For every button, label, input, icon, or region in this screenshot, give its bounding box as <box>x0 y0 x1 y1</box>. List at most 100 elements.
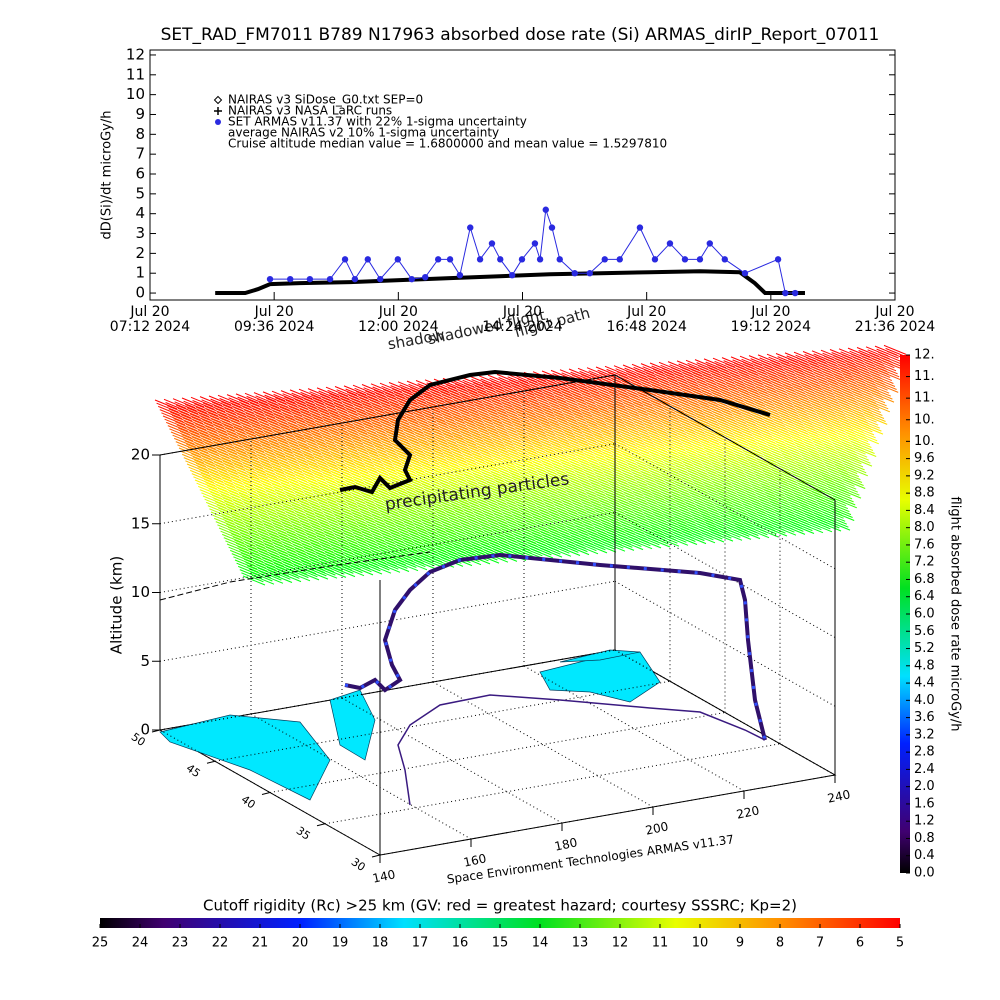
x-tick-label: Jul 20 12:00 2024 <box>358 304 439 335</box>
rigidity-mesh <box>154 344 910 586</box>
measurement-point <box>434 256 442 263</box>
rigidity-tick-label: 11 <box>652 936 669 951</box>
altitude-projection <box>159 551 431 601</box>
x-tick-label: Jul 20 21:36 2024 <box>854 304 936 335</box>
rigidity-mesh-row <box>212 460 865 525</box>
measurement-point <box>446 256 454 263</box>
legend-marker <box>214 107 222 115</box>
rigidity-tick-label: 6 <box>856 936 864 951</box>
lat-tick-label: 35 <box>294 824 313 843</box>
rigidity-tick-label: 21 <box>252 936 269 951</box>
rigidity-tick-label: 5 <box>896 936 904 951</box>
rigidity-mesh-row <box>206 447 877 512</box>
y-tick-label: 4 <box>135 204 145 222</box>
rigidity-tick-label: 8 <box>776 936 784 951</box>
rigidity-tick-label: 20 <box>292 936 309 951</box>
box-3d: 504540353014016018020022024005101520Alti… <box>108 374 852 886</box>
z-tick-label: 10 <box>131 583 150 601</box>
lat-tick-label: 45 <box>184 762 203 781</box>
rigidity-tick-label: 14 <box>532 936 549 951</box>
rigidity-mesh-row <box>177 389 893 455</box>
rigidity-tick-label: 19 <box>332 936 349 951</box>
box-edge <box>614 374 836 501</box>
measurement-line <box>270 209 796 294</box>
measurement-point <box>616 256 623 263</box>
measurement-point <box>586 270 593 277</box>
rigidity-mesh-row <box>183 402 890 468</box>
rigidity-tick-label: 10 <box>692 936 709 951</box>
rigidity-tick-label: 12 <box>612 936 629 951</box>
y-tick-label: 2 <box>135 244 145 262</box>
legend-label: NAIRAS v3 SiDose_G0.txt SEP=0 <box>228 93 423 107</box>
rigidity-mesh-row <box>222 479 866 544</box>
measurement-point <box>601 256 608 263</box>
dose-tick-label: 6.4 <box>914 589 935 604</box>
x-tick-label: Jul 20 19:12 2024 <box>730 304 812 335</box>
measurement-point <box>782 289 789 297</box>
rigidity-mesh-row <box>172 380 897 445</box>
measurement-point <box>536 256 544 263</box>
dose-tick-label: 12. <box>914 348 935 363</box>
rigidity-mesh-row <box>180 396 887 461</box>
box-edge <box>159 374 616 456</box>
wall-grid-line <box>159 512 616 593</box>
rigidity-mesh-row <box>218 473 863 538</box>
dose-tick-label: 4.0 <box>914 693 935 708</box>
measurement-point <box>696 256 704 263</box>
rigidity-mesh-row <box>154 344 907 410</box>
y-tick-label: 8 <box>135 125 145 143</box>
floor-grid-line <box>324 743 781 825</box>
dose-tick-label: 2.8 <box>914 745 935 760</box>
dose-tick-label: 0.0 <box>914 866 935 881</box>
legend-label: SET ARMAS v11.37 with 22% 1-sigma uncert… <box>228 115 527 129</box>
x-tick-label: Jul 20 09:36 2024 <box>233 304 315 335</box>
land <box>329 689 376 761</box>
rigidity-mesh-row <box>188 412 886 477</box>
rigidity-tick-label: 7 <box>816 936 824 951</box>
measurement-point <box>721 256 728 263</box>
measurement-point <box>287 275 294 283</box>
lat-tick-label: 40 <box>239 793 258 812</box>
dose-tick-label: 7.2 <box>914 555 935 570</box>
rigidity-mesh-row <box>223 482 858 548</box>
y-tick-label: 5 <box>135 184 145 202</box>
dose-tick-label: 4.4 <box>914 676 935 691</box>
lat-tick <box>371 854 381 858</box>
wall-grid-line <box>159 649 616 731</box>
lon-tick-label: 240 <box>826 787 851 805</box>
dose-tick-label: 2.0 <box>914 779 935 794</box>
measurement-point <box>394 256 402 263</box>
rigidity-tick-label: 15 <box>492 936 509 951</box>
dose-tick-label: 5.2 <box>914 641 935 656</box>
z-tick-label: 15 <box>131 514 150 532</box>
x-tick-label: Jul 20 07:12 2024 <box>109 304 191 335</box>
rigidity-mesh-row <box>174 382 899 448</box>
rigidity-mesh-row <box>214 463 867 528</box>
chart-title: SET_RAD_FM7011 B789 N17963 absorbed dose… <box>161 25 880 45</box>
lon-tick-label: 160 <box>462 851 487 869</box>
dose-tick-label: 6.0 <box>914 607 935 622</box>
measurement-point <box>508 271 516 279</box>
dose-tick-label: 3.2 <box>914 727 935 742</box>
rigidity-mesh-row <box>209 453 871 519</box>
measurement-point <box>306 275 314 283</box>
y-tick-label: 3 <box>135 224 145 242</box>
lon-tick-label: 180 <box>553 835 578 853</box>
rigidity-mesh-row <box>178 392 895 458</box>
legend-label: NAIRAS v3 NASA LaRC runs <box>228 104 392 118</box>
measurement-point <box>456 271 464 279</box>
rigidity-mesh-row <box>182 399 889 464</box>
ground-track <box>397 694 766 806</box>
rigidity-mesh-row <box>217 470 861 535</box>
rigidity-mesh-row <box>161 357 904 423</box>
wall-grid-line <box>159 580 616 662</box>
measurement-point <box>542 206 549 213</box>
land <box>159 714 331 801</box>
lon-tick-label: 200 <box>644 819 669 837</box>
dose-tick-label: 1.2 <box>914 814 935 829</box>
measurement-point <box>666 240 674 247</box>
x-tick-label: Jul 20 16:48 2024 <box>606 304 687 335</box>
floor-grid-line <box>214 680 671 762</box>
